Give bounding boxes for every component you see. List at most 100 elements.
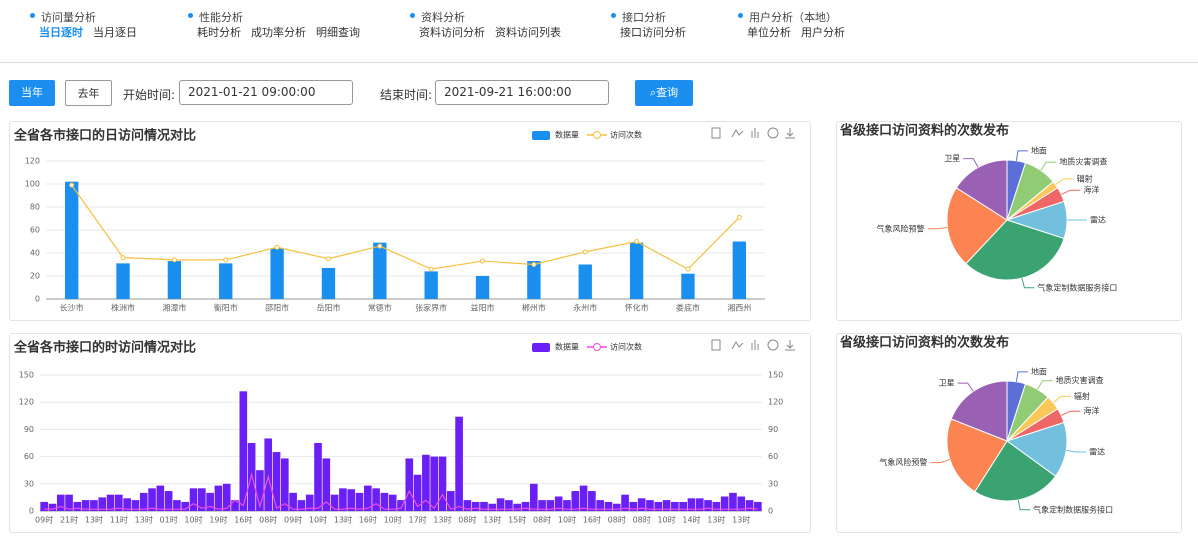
label-line [1015,150,1028,161]
tool-icon[interactable] [731,341,744,350]
last-year-button[interactable]: 去年 [65,80,112,106]
pie-slice [1005,421,1068,477]
bar [712,501,721,511]
bar [106,494,115,511]
tool-icon[interactable] [751,128,759,138]
pie-slice [965,219,1065,281]
tool-icon[interactable] [731,129,744,138]
x-tick-label: 08时 [458,515,476,525]
tool-icon[interactable] [785,340,795,351]
nav-group-title: 性能分析 [199,11,243,24]
bar [596,500,604,511]
tool-icon[interactable] [767,339,779,351]
y-tick-label: 120 [25,157,40,166]
bar [330,494,339,511]
end-input[interactable]: 2021-09-21 16:00:00 [435,80,609,105]
nav-item[interactable]: 明细查询 [316,26,360,39]
x-tick-label: 张家界市 [415,303,447,313]
bar [222,483,231,511]
line-point [531,262,537,267]
start-label: 开始时间: [123,88,176,102]
y-tick-label: 0 [35,295,40,304]
x-tick-label: 08时 [533,515,551,525]
nav-item[interactable]: 资料访问分析 [419,26,485,39]
label-line [927,227,948,230]
bar [754,501,762,511]
x-tick-label: 11时 [110,515,128,525]
bar [679,501,687,511]
pie-slice [946,418,1008,493]
query-button[interactable]: ⌕查询 [635,80,693,106]
bar [671,501,679,511]
tool-icon[interactable] [785,128,795,139]
bar [463,500,472,511]
bar [538,500,546,511]
tool-icon[interactable] [767,127,779,139]
x-tick-label: 常德市 [368,303,392,313]
nav-item[interactable]: 耗时分析 [197,26,241,39]
bar [321,267,336,299]
bar [164,491,173,511]
bar [745,500,754,511]
y-tick-label: 150 [19,371,34,380]
label-line [930,459,951,464]
x-tick-label: 01时 [160,515,178,525]
nav-item[interactable]: 当月逐日 [93,26,137,39]
bar [579,485,588,511]
bar [446,491,455,511]
nav-item[interactable]: 资料访问列表 [495,26,561,39]
bar [637,498,646,511]
x-tick-label: 08时 [633,515,651,525]
nav-item[interactable]: 用户分析 [801,26,845,39]
y-tick-label: 0 [29,507,34,516]
start-input[interactable]: 2021-01-21 09:00:00 [179,80,353,105]
x-tick-label: 08时 [608,515,626,525]
pie-label: 辐射 [1077,173,1093,183]
x-tick-label: 岳阳市 [316,303,340,313]
x-tick-label: 13时 [483,515,501,525]
end-label: 结束时间: [380,88,433,102]
bar [513,503,522,511]
toolbox [711,339,795,351]
bar [347,489,356,511]
nav-item[interactable]: 成功率分析 [251,26,306,39]
nav-item[interactable]: 当日逐时 [39,26,83,39]
bar [529,483,538,511]
x-tick-label: 10时 [384,515,402,525]
tool-icon[interactable] [751,340,759,350]
label-line [1061,410,1081,416]
x-tick-label: 永州市 [573,303,597,313]
tool-icon[interactable] [711,127,721,139]
bar [173,500,181,511]
pie-slice [974,440,1057,502]
x-tick-label: 株洲市 [111,303,135,313]
bar [116,263,130,299]
bar [305,494,314,511]
y2-tick-label: 150 [768,371,783,380]
label-line [1017,499,1031,511]
x-tick-label: 益阳市 [471,303,495,313]
query-text: 查询 [656,86,679,99]
x-tick-label: 湘西州 [727,303,751,313]
nav-dot [738,13,743,18]
line-point [480,258,486,264]
bar [189,488,198,511]
x-tick-label: 08时 [259,515,277,525]
x-tick-label: 17时 [409,515,427,525]
x-tick-label: 13时 [85,515,103,525]
nav-item[interactable]: 单位分析 [747,26,791,39]
this-year-button[interactable]: 当年 [9,80,55,106]
y2-tick-label: 30 [768,479,778,488]
tool-icon[interactable] [711,339,721,351]
bar [231,500,239,511]
x-tick-label: 邵阳市 [265,303,289,313]
nav-item[interactable]: 接口访问分析 [620,26,686,39]
bar [380,492,389,511]
panel: 全省各市接口的时访问情况对比 0 30 60 90 120 150 0 30 60 90 120 150… [9,333,811,533]
bar [148,488,156,511]
x-tick-label: 10时 [558,515,576,525]
x-tick-label: 娄底市 [676,303,700,313]
line [71,184,740,270]
